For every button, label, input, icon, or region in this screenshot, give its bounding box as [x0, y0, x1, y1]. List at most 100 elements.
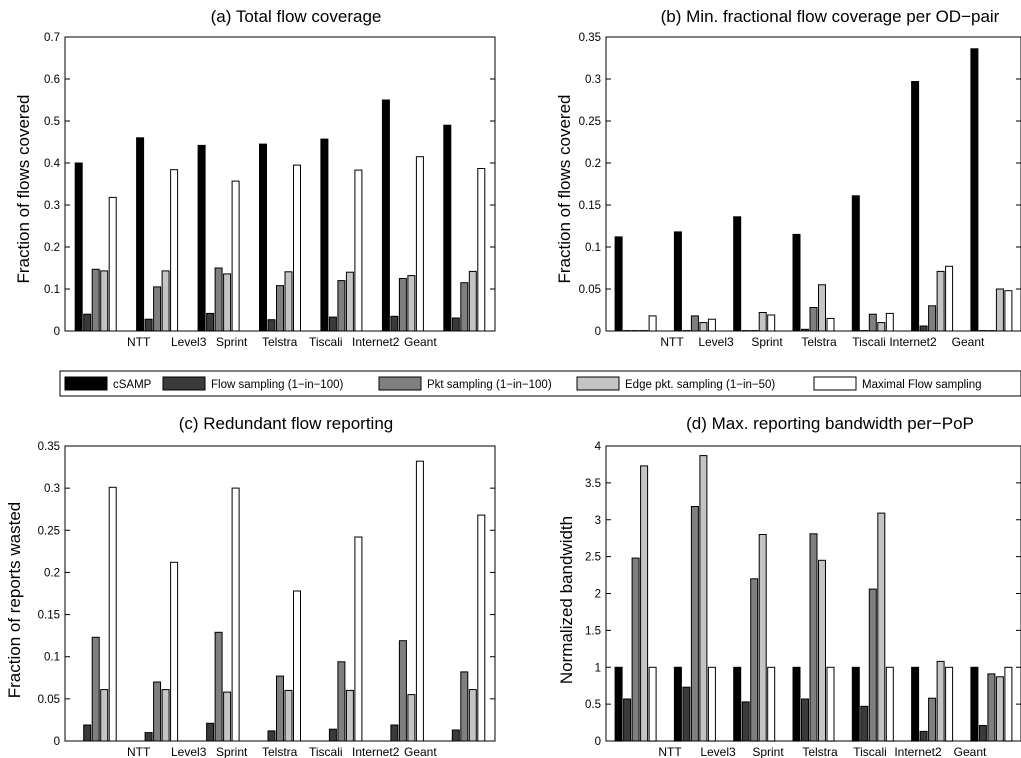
- panel-a: (a) Total flow coverage Fraction of flow…: [14, 7, 496, 349]
- y-tick-label: 0.1: [44, 284, 60, 296]
- legend-swatch-flow-sampling: [162, 376, 206, 391]
- y-tick-label: 1: [595, 662, 601, 674]
- bar: [170, 561, 179, 742]
- category-label: Internet2: [894, 745, 942, 758]
- bar: [161, 270, 170, 332]
- panel-c: (c) Redundant flow reporting Fraction of…: [5, 414, 496, 758]
- category-label: Geant: [952, 335, 985, 349]
- bar: [153, 681, 162, 742]
- bar: [987, 673, 996, 742]
- panel-b-plot: 0 0.05 0.1 0.15 0.2 0.25 0.3 0.35 NTT Level3 Sprin…: [579, 32, 1021, 349]
- bar: [170, 169, 179, 332]
- bar: [758, 534, 767, 742]
- y-tick-label: 0.2: [44, 567, 60, 579]
- category-label: Sprint: [216, 745, 248, 758]
- bar: [928, 697, 937, 742]
- legend-box: [59, 370, 1021, 397]
- panel-d: (d) Max. reporting bandwidth per−PoP Nor…: [557, 414, 1021, 758]
- bar: [267, 730, 276, 742]
- bar: [468, 689, 477, 742]
- y-tick-label: 0: [595, 326, 601, 338]
- bar: [623, 698, 632, 742]
- y-tick-label: 0.05: [579, 284, 601, 296]
- panel-a-plot: 0 0.1 0.2 0.3 0.4 0.5 0.6 0.7 NTT Level3 Sprint Tel…: [44, 32, 496, 349]
- axes-box: [64, 445, 496, 742]
- bar: [337, 661, 346, 742]
- bar: [415, 156, 424, 332]
- bar: [390, 724, 399, 742]
- y-tick-label: 0.35: [38, 441, 60, 453]
- bar: [648, 315, 657, 332]
- bar: [398, 278, 407, 332]
- bar: [328, 728, 337, 742]
- y-tick-label: 0.3: [44, 483, 60, 495]
- y-tick-label: 0.1: [585, 242, 601, 254]
- bar: [284, 271, 293, 332]
- bar: [460, 671, 469, 742]
- bar: [223, 691, 232, 742]
- panel-c-title: (c) Redundant flow reporting: [179, 414, 394, 433]
- bar: [767, 666, 776, 742]
- y-tick-label: 0.1: [44, 652, 60, 664]
- bar: [231, 487, 240, 742]
- category-label: Telstra: [802, 745, 838, 758]
- bar: [381, 99, 390, 332]
- y-tick-label: 0.7: [44, 32, 60, 44]
- bar: [337, 280, 346, 332]
- category-label: Sprint: [216, 335, 248, 349]
- bar: [818, 284, 826, 332]
- bar: [690, 315, 699, 332]
- bar: [354, 536, 363, 742]
- bar: [451, 317, 460, 332]
- bar: [320, 138, 329, 332]
- category-label: Level3: [171, 745, 207, 758]
- y-tick-label: 0.15: [38, 610, 60, 622]
- bar: [83, 313, 92, 332]
- category-label: NTT: [127, 335, 151, 349]
- legend-swatch-csamp: [64, 376, 108, 391]
- y-tick-label: 0.3: [44, 200, 60, 212]
- bar: [259, 143, 267, 332]
- bar: [733, 666, 742, 742]
- bar: [928, 305, 937, 332]
- category-label: Telstra: [801, 335, 837, 349]
- bar: [868, 313, 877, 332]
- category-label: Tiscali: [309, 745, 343, 758]
- bar: [945, 265, 954, 332]
- bar: [206, 722, 215, 742]
- bar: [750, 578, 759, 742]
- legend-label-pkt-sampling: Pkt sampling (1−in−100): [427, 379, 552, 391]
- bar: [995, 676, 1004, 742]
- y-tick-label: 0.2: [585, 158, 601, 170]
- bar: [398, 640, 407, 742]
- bar: [792, 666, 801, 742]
- category-label: Tiscali: [309, 335, 343, 349]
- bar: [809, 307, 818, 332]
- bar: [919, 730, 928, 742]
- bar: [733, 216, 742, 332]
- panel-d-title: (d) Max. reporting bandwidth per−PoP: [686, 414, 974, 433]
- bar: [682, 686, 691, 742]
- bar: [407, 275, 416, 332]
- bar: [826, 666, 835, 742]
- category-label: Level3: [700, 745, 736, 758]
- bar: [144, 318, 153, 332]
- panel-c-ylabel: Fraction of reports wasted: [5, 502, 24, 699]
- bar: [108, 486, 117, 742]
- y-tick-label: 0.05: [38, 694, 60, 706]
- bar: [214, 631, 223, 742]
- category-label: NTT: [660, 335, 684, 349]
- bar: [153, 286, 162, 332]
- bar: [74, 162, 83, 332]
- panel-d-plot: 0 0.5 1 1.5 2 2.5 3 3.5 4 NTT Level3 Sprint Telstra T…: [585, 441, 1021, 758]
- bar: [1004, 666, 1013, 742]
- bar: [390, 315, 399, 332]
- bar: [801, 698, 809, 742]
- bar: [354, 169, 363, 332]
- panel-d-ylabel: Normalized bandwidth: [557, 516, 576, 684]
- category-label: Internet2: [352, 745, 400, 758]
- bar: [100, 270, 109, 332]
- bar: [919, 325, 928, 332]
- bar: [136, 137, 145, 332]
- bar: [640, 465, 649, 742]
